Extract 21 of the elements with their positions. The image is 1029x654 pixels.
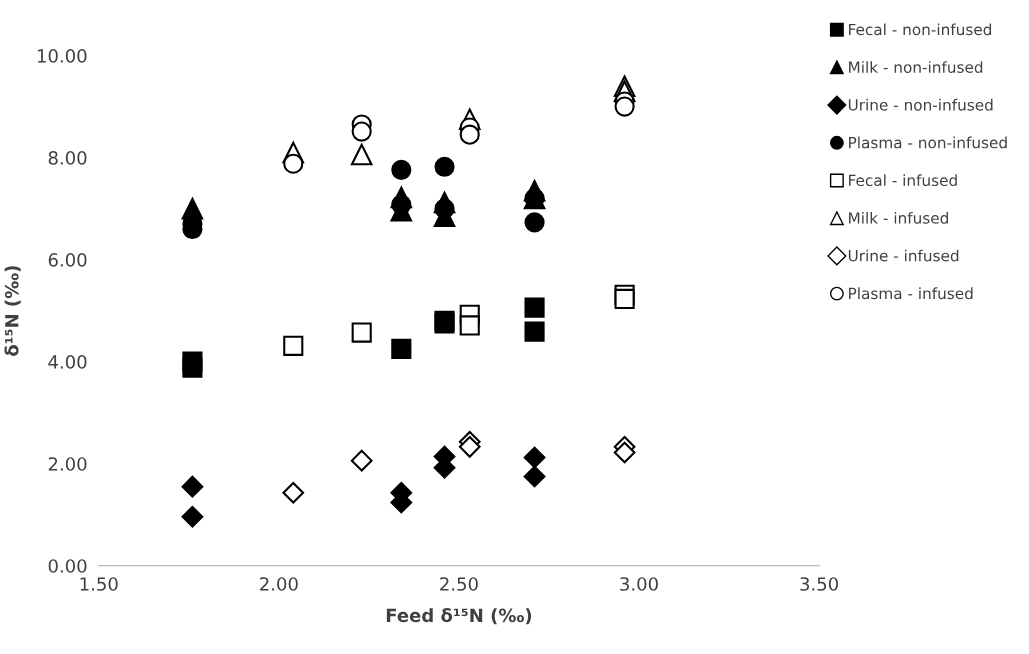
y-tick-label: 0.00 (48, 559, 87, 573)
y-tick-label: 6.00 (48, 253, 87, 267)
legend-label: Fecal - non-infused (849, 23, 992, 36)
y-axis-title: δ¹⁵N (‰) (4, 266, 21, 356)
legend-label: Milk - infused (849, 211, 948, 224)
x-tick-label: 2.50 (440, 577, 478, 591)
legend-label: Urine - non-infused (848, 98, 993, 111)
legend-label: Fecal - infused (849, 174, 957, 187)
legend-label: Plasma - infused (849, 287, 973, 300)
x-axis-title: Feed δ¹⁵N (‰) (386, 608, 532, 625)
legend-label: Plasma - non-infused (849, 136, 1007, 149)
legend-label: Urine - infused (848, 249, 959, 262)
x-tick-label: 3.50 (800, 577, 838, 591)
x-tick-label: 2.00 (260, 577, 298, 591)
y-tick-label: 8.00 (48, 151, 87, 165)
legend-label: Milk - non-infused (849, 61, 983, 73)
y-tick-label: 4.00 (48, 355, 87, 369)
y-tick-label: 2.00 (48, 457, 87, 471)
x-tick-label: 3.00 (620, 577, 658, 591)
x-tick-label: 1.50 (80, 577, 118, 591)
y-tick-label: 10.00 (37, 49, 87, 63)
